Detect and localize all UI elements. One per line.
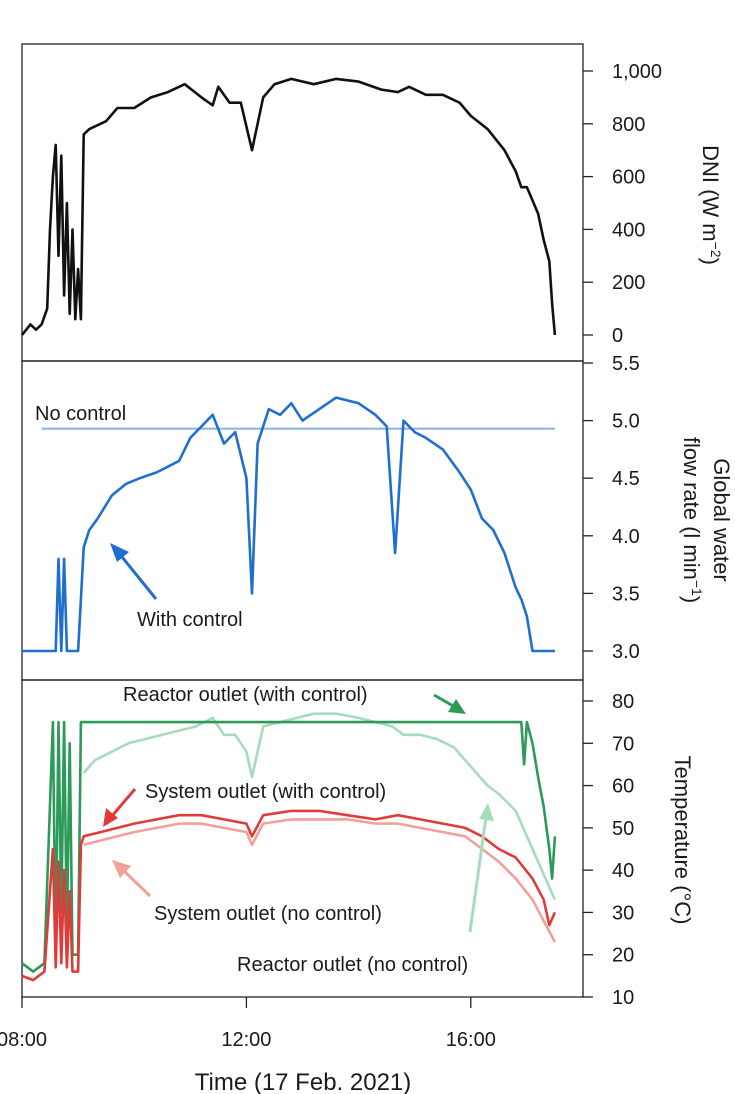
xtick-label-1: 12:00	[221, 1029, 271, 1051]
arrow-reactor-with-control	[433, 693, 466, 714]
annotation-reactor-with-control: Reactor outlet (with control)	[123, 684, 368, 706]
ytick-label-1-5: 5.5	[612, 353, 640, 375]
arrow-system-no-control	[112, 860, 152, 898]
series-reactor-control	[21, 720, 557, 973]
annotation-system-with-control: System outlet (with control)	[145, 781, 386, 803]
xtick-label-2: 16:00	[446, 1029, 496, 1051]
x-axis-title: Time (17 Feb. 2021)	[195, 1069, 412, 1094]
ytick-label-1-4: 5.0	[612, 411, 640, 433]
ytick-label-0-2: 400	[612, 219, 645, 241]
panel-temp-frame	[21, 679, 584, 998]
ytick-label-2-4: 50	[612, 818, 634, 840]
ytick-label-0-3: 600	[612, 167, 645, 189]
ytick-label-1-2: 4.0	[612, 526, 640, 548]
ytick-label-1-3: 4.5	[612, 468, 640, 490]
ytick-label-2-5: 60	[612, 776, 634, 798]
series-dni	[20, 77, 557, 336]
ytick-label-0-1: 200	[612, 272, 645, 294]
ytick-label-2-6: 70	[612, 733, 634, 755]
series-flow-control	[22, 396, 555, 653]
flow-ylabel-line2: flow rate (l min−1)	[679, 437, 705, 603]
dni-ylabel: DNI (W m−2)	[698, 145, 724, 265]
series-reactor-nocontrol	[82, 712, 557, 901]
ytick-label-2-3: 40	[612, 860, 634, 882]
ytick-label-0-0: 0	[612, 325, 623, 347]
series-system-control	[21, 809, 557, 982]
arrow-system-with-control	[103, 788, 137, 827]
ytick-label-1-1: 3.5	[612, 583, 640, 605]
temp-ylabel: Temperature (°C)	[670, 756, 695, 925]
annotation-no-control: No control	[35, 403, 126, 425]
arrow-with-control	[110, 543, 158, 600]
ytick-label-0-4: 800	[612, 114, 645, 136]
ytick-label-2-1: 20	[612, 945, 634, 967]
annotation-reactor-no-control: Reactor outlet (no control)	[237, 954, 468, 976]
ytick-label-1-0: 3.0	[612, 641, 640, 663]
ytick-label-2-2: 30	[612, 902, 634, 924]
flow-ylabel-line1: Global water	[709, 458, 734, 582]
ytick-label-2-0: 10	[612, 987, 634, 1009]
panel-dni-frame	[21, 43, 584, 362]
annotation-system-no-control: System outlet (no control)	[154, 903, 382, 925]
xtick-label-0: 08:00	[0, 1029, 47, 1051]
ytick-label-0-5: 1,000	[612, 61, 662, 83]
ytick-label-2-7: 80	[612, 691, 634, 713]
annotation-with-control: With control	[137, 609, 243, 631]
series-system-nocontrol	[83, 818, 557, 943]
arrow-reactor-no-control	[468, 803, 494, 933]
